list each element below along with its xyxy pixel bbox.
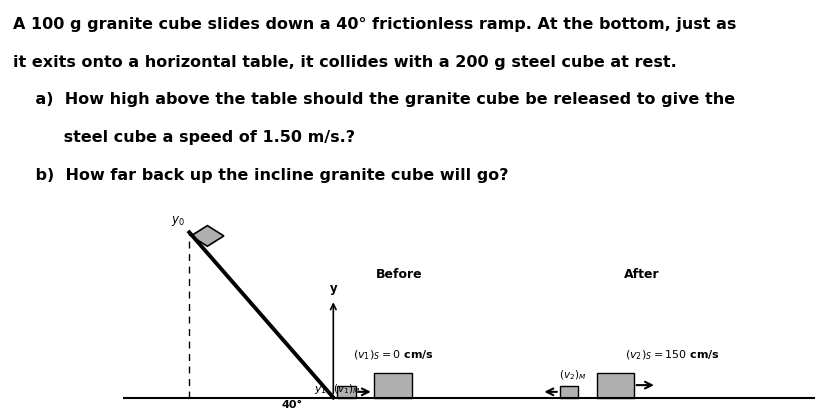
Text: a)  How high above the table should the granite cube be released to give the: a) How high above the table should the g… <box>13 93 735 107</box>
Bar <box>337 386 356 397</box>
Text: $y_1$: $y_1$ <box>314 385 327 396</box>
Text: steel cube a speed of 1.50 m/s.?: steel cube a speed of 1.50 m/s.? <box>13 130 356 145</box>
Polygon shape <box>191 225 224 246</box>
Text: $(v_1)_S = 0$ cm/s: $(v_1)_S = 0$ cm/s <box>352 349 434 363</box>
Text: $(v_2)_M$: $(v_2)_M$ <box>559 368 587 382</box>
Text: 40°: 40° <box>281 400 303 410</box>
Text: $y_0$: $y_0$ <box>171 214 185 228</box>
Text: y: y <box>329 282 337 295</box>
Text: b)  How far back up the incline granite cube will go?: b) How far back up the incline granite c… <box>13 168 509 183</box>
Text: $(v_1)_M$: $(v_1)_M$ <box>332 383 360 396</box>
Bar <box>374 373 412 397</box>
Text: After: After <box>624 268 660 281</box>
Text: Before: Before <box>376 268 422 281</box>
Bar <box>560 386 578 397</box>
Text: $(v_2)_S = 150$ cm/s: $(v_2)_S = 150$ cm/s <box>625 349 720 363</box>
Text: it exits onto a horizontal table, it collides with a 200 g steel cube at rest.: it exits onto a horizontal table, it col… <box>13 55 677 70</box>
Bar <box>597 373 634 397</box>
Text: A 100 g granite cube slides down a 40° frictionless ramp. At the bottom, just as: A 100 g granite cube slides down a 40° f… <box>13 17 737 32</box>
